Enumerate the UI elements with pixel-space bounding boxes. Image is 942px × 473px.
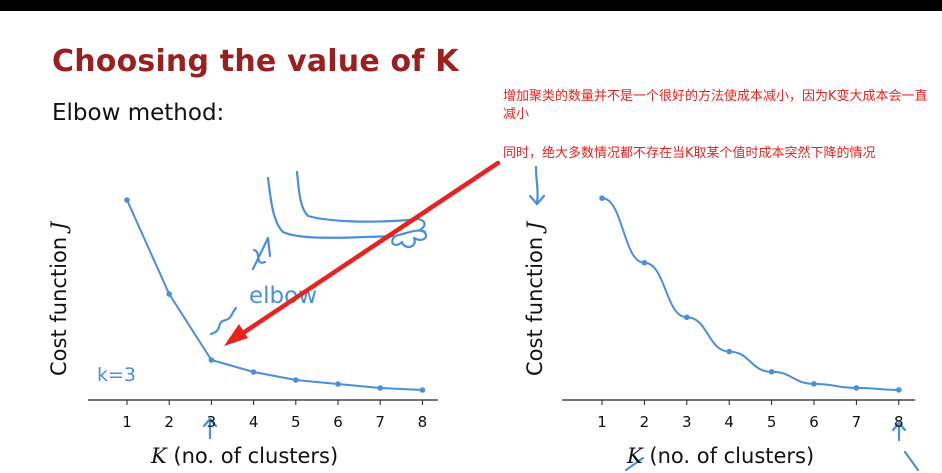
data-point-left-k2 bbox=[166, 291, 172, 297]
x-tick-label-left-1: 1 bbox=[122, 413, 132, 431]
x-tick-label-left-6: 6 bbox=[333, 413, 343, 431]
k3-label: k=3 bbox=[97, 364, 136, 386]
series-points-left bbox=[124, 197, 426, 393]
red-pointer-arrow bbox=[224, 160, 501, 346]
x-axis-symbol-right: K bbox=[626, 444, 644, 468]
annotation-note-2: 同时，绝大多数情况都不存在当K取某个值时成本突然下降的情况 bbox=[503, 146, 876, 161]
chart-right: 1 2 3 4 5 6 7 8 Cost function J K (no. of clust… bbox=[523, 195, 915, 468]
k-axis-arrow-left bbox=[202, 417, 218, 440]
annotation-note-1: 增加聚类的数量并不是一个很好的方法使成本减小，因为K变大成本会一直减小 bbox=[503, 89, 928, 122]
slide-subtitle: Elbow method: bbox=[52, 100, 225, 126]
data-point-left-k3 bbox=[208, 357, 215, 363]
elbow-sketch-arm-inner bbox=[295, 170, 412, 223]
x-tick-label-left-8: 8 bbox=[418, 413, 428, 431]
arrow-to-k3-squiggle bbox=[209, 306, 238, 336]
x-tick-label-left-3: 3 bbox=[207, 413, 217, 431]
data-point-right-k1 bbox=[599, 195, 605, 201]
slide-title: Choosing the value of K bbox=[52, 44, 459, 79]
x-tick-label-right-3: 3 bbox=[682, 413, 692, 431]
x-axis-label-right: K (no. of clusters) bbox=[626, 444, 814, 468]
x-ticks-right: 1 2 3 4 5 6 7 8 bbox=[597, 400, 904, 431]
data-point-right-k2 bbox=[641, 259, 648, 266]
y-axis-label-text-left: Cost function bbox=[47, 237, 71, 376]
data-point-right-k3 bbox=[684, 314, 690, 321]
top-black-bar bbox=[0, 0, 942, 11]
data-point-right-k6 bbox=[811, 381, 817, 387]
x-tick-label-left-7: 7 bbox=[375, 413, 385, 431]
y-axis-label-right: Cost function J bbox=[523, 220, 547, 376]
data-point-left-k5 bbox=[293, 377, 299, 383]
data-point-left-k7 bbox=[377, 385, 384, 391]
data-point-left-k4 bbox=[250, 369, 257, 375]
x-axis-label-text-right: (no. of clusters) bbox=[649, 444, 814, 468]
series-line-right bbox=[601, 197, 899, 391]
y-axis-label-left: Cost function J bbox=[47, 220, 71, 376]
x-tick-label-right-2: 2 bbox=[640, 413, 650, 431]
x-ticks-left: 1 2 3 4 5 6 7 8 bbox=[122, 400, 427, 431]
data-point-left-k1 bbox=[124, 197, 130, 203]
y-axis-symbol-right: J bbox=[523, 220, 547, 234]
x-tick-label-right-1: 1 bbox=[597, 413, 607, 431]
data-point-left-k6 bbox=[335, 381, 341, 387]
chart-left: 1 2 3 4 5 6 7 8 Cost function J K (no. of clust… bbox=[47, 197, 438, 468]
red-arrow-shaft bbox=[237, 160, 501, 338]
x-tick-label-right-7: 7 bbox=[852, 413, 862, 431]
y-axis-label-text-right: Cost function bbox=[523, 237, 547, 376]
x-tick-label-left-4: 4 bbox=[249, 413, 259, 431]
x-axis-label-left: K (no. of clusters) bbox=[150, 444, 338, 468]
series-line-left bbox=[126, 199, 423, 391]
elbow-sketch-squiggle bbox=[391, 217, 428, 248]
x-axis-label-text-left: (no. of clusters) bbox=[173, 444, 338, 468]
x-tick-label-right-4: 4 bbox=[724, 413, 734, 431]
red-arrow-head bbox=[224, 324, 248, 346]
x-axis-symbol-left: K bbox=[150, 444, 168, 468]
data-point-right-k5 bbox=[768, 368, 775, 375]
elbow-sketch-arm bbox=[266, 176, 427, 239]
j-axis-arrow-right bbox=[528, 165, 546, 206]
data-point-right-k8 bbox=[896, 387, 902, 393]
x-tick-label-left-5: 5 bbox=[291, 413, 301, 431]
data-point-left-k8 bbox=[419, 387, 426, 393]
series-points-right bbox=[599, 195, 902, 393]
corner-stroke bbox=[903, 450, 920, 472]
hand-drawn-elbow-sketch bbox=[202, 165, 920, 472]
data-point-right-k7 bbox=[853, 385, 860, 391]
x-tick-label-right-6: 6 bbox=[809, 413, 819, 431]
x-tick-label-right-8: 8 bbox=[894, 413, 904, 431]
x-tick-label-left-2: 2 bbox=[164, 413, 174, 431]
data-point-right-k4 bbox=[726, 348, 732, 355]
x-tick-label-right-5: 5 bbox=[767, 413, 777, 431]
y-axis-symbol-left: J bbox=[47, 220, 71, 234]
k-axis-arrow-right bbox=[624, 456, 645, 472]
elbow-squiggle-arrow bbox=[251, 236, 272, 271]
k8-arrow-right bbox=[891, 421, 907, 442]
